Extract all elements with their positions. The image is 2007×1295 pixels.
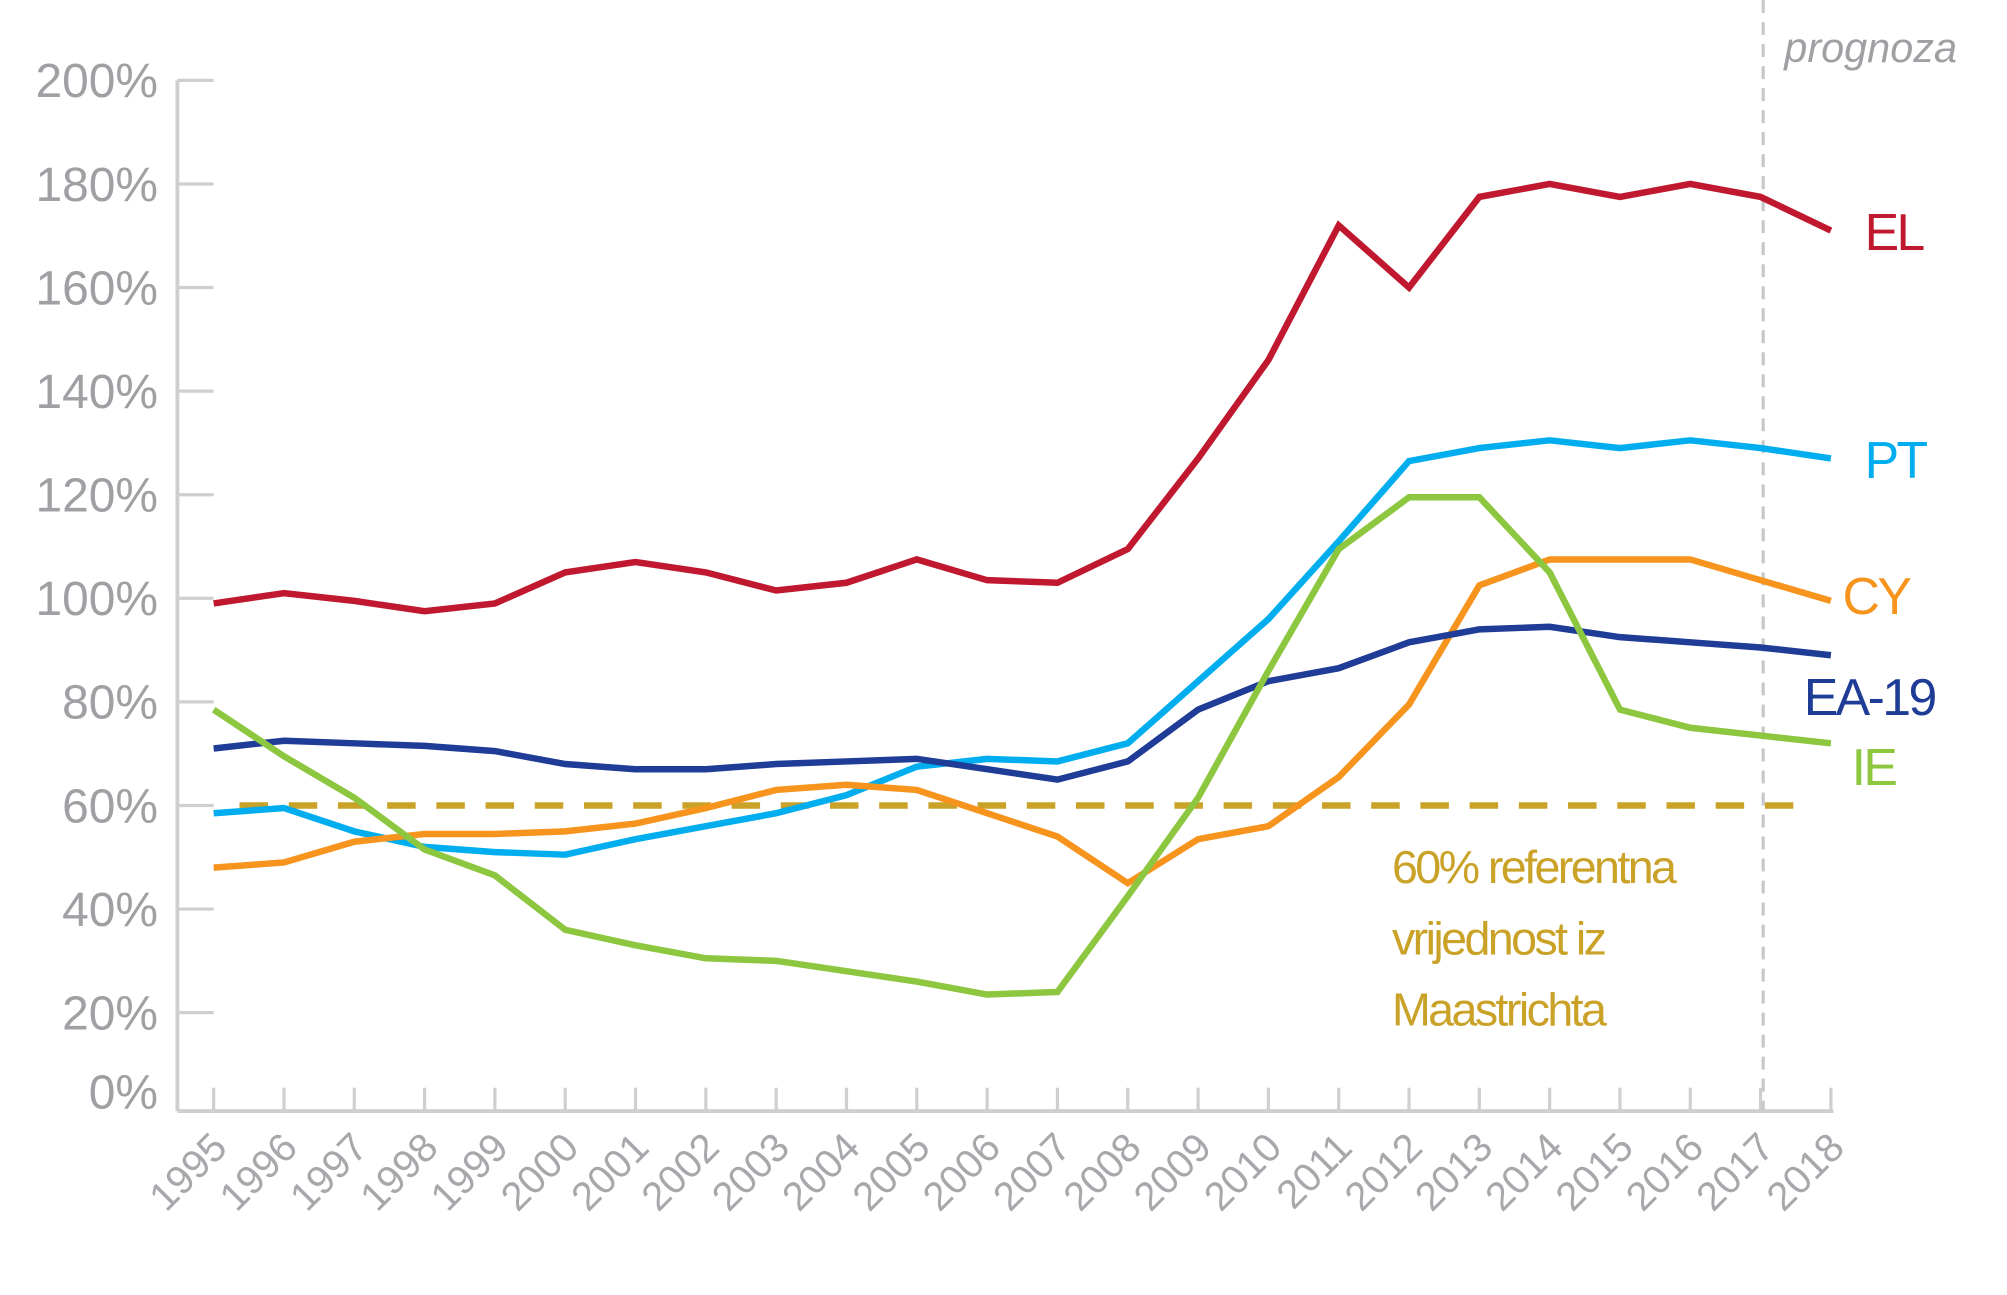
series-label-el: EL xyxy=(1865,203,1925,261)
y-tick-labels: 0% 20% 40% 60% 80% 100% 120% 140% 160% 180% 200% xyxy=(35,55,158,1119)
x-tick-label: 2001 xyxy=(563,1124,658,1219)
series-label-ie: IE xyxy=(1852,738,1897,796)
series-label-ea-19: EA-19 xyxy=(1804,668,1936,726)
x-tick-label: 2006 xyxy=(914,1124,1009,1219)
y-tick-label: 40% xyxy=(62,884,158,937)
series-line-el xyxy=(213,180,1833,615)
x-tick-label: 1996 xyxy=(211,1124,306,1219)
x-tick-label: 2011 xyxy=(1268,1124,1361,1217)
y-tick-label: 100% xyxy=(35,573,158,626)
x-tick-label: 2004 xyxy=(773,1124,868,1219)
x-tick-label: 1999 xyxy=(422,1124,517,1219)
x-tick-label: 2015 xyxy=(1547,1124,1642,1219)
x-tick-label: 2000 xyxy=(492,1124,587,1219)
x-tick-label: 2014 xyxy=(1477,1124,1572,1219)
x-tick-label: 2005 xyxy=(844,1124,939,1219)
series-label-pt: PT xyxy=(1865,431,1928,489)
y-tick-label: 0% xyxy=(89,1066,158,1119)
series-lines xyxy=(211,180,1833,998)
x-tick-label: 1998 xyxy=(352,1124,447,1219)
y-tick-label: 180% xyxy=(35,159,158,212)
x-tick-label: 2012 xyxy=(1336,1124,1431,1219)
y-tick-label: 120% xyxy=(35,470,158,523)
x-tick-label: 2016 xyxy=(1617,1124,1712,1219)
forecast-label: prognoza xyxy=(1782,24,1957,71)
reference-annotation-line-2: vrijednost iz xyxy=(1392,912,1605,964)
x-tick-label: 2008 xyxy=(1055,1124,1150,1219)
x-tick-label: 2003 xyxy=(703,1124,798,1219)
y-tick-label: 140% xyxy=(35,366,158,419)
x-tick-label: 2018 xyxy=(1758,1124,1853,1219)
x-tick-labels: 1995199619971998199920002001200220032004… xyxy=(141,1124,1853,1219)
y-tick-label: 160% xyxy=(35,262,158,315)
y-tick-label: 20% xyxy=(62,987,158,1040)
axes xyxy=(175,78,1834,1113)
y-tick-label: 60% xyxy=(62,780,158,833)
reference-annotation-line-1: 60% referentna xyxy=(1392,841,1677,893)
x-tick-label: 2002 xyxy=(633,1124,728,1219)
series-line-cy xyxy=(213,556,1832,888)
series-line-ea-19 xyxy=(213,623,1832,783)
x-tick-label: 2009 xyxy=(1125,1124,1220,1219)
series-label-cy: CY xyxy=(1843,567,1912,625)
x-tick-label: 2007 xyxy=(984,1124,1079,1219)
series-line-ie xyxy=(211,494,1832,998)
reference-annotation-line-3: Maastrichta xyxy=(1392,984,1607,1036)
series-line-pt xyxy=(213,437,1832,858)
x-tick-label: 2010 xyxy=(1195,1124,1290,1219)
x-tick-label: 2017 xyxy=(1688,1124,1783,1219)
x-tick-label: 1995 xyxy=(141,1124,236,1219)
x-tick-label: 2013 xyxy=(1406,1124,1501,1219)
series-labels: EL PT CY EA-19 IE xyxy=(1804,203,1938,796)
y-tick-label: 80% xyxy=(62,677,158,730)
y-tick-label: 200% xyxy=(35,55,158,108)
x-tick-label: 1997 xyxy=(281,1124,376,1219)
